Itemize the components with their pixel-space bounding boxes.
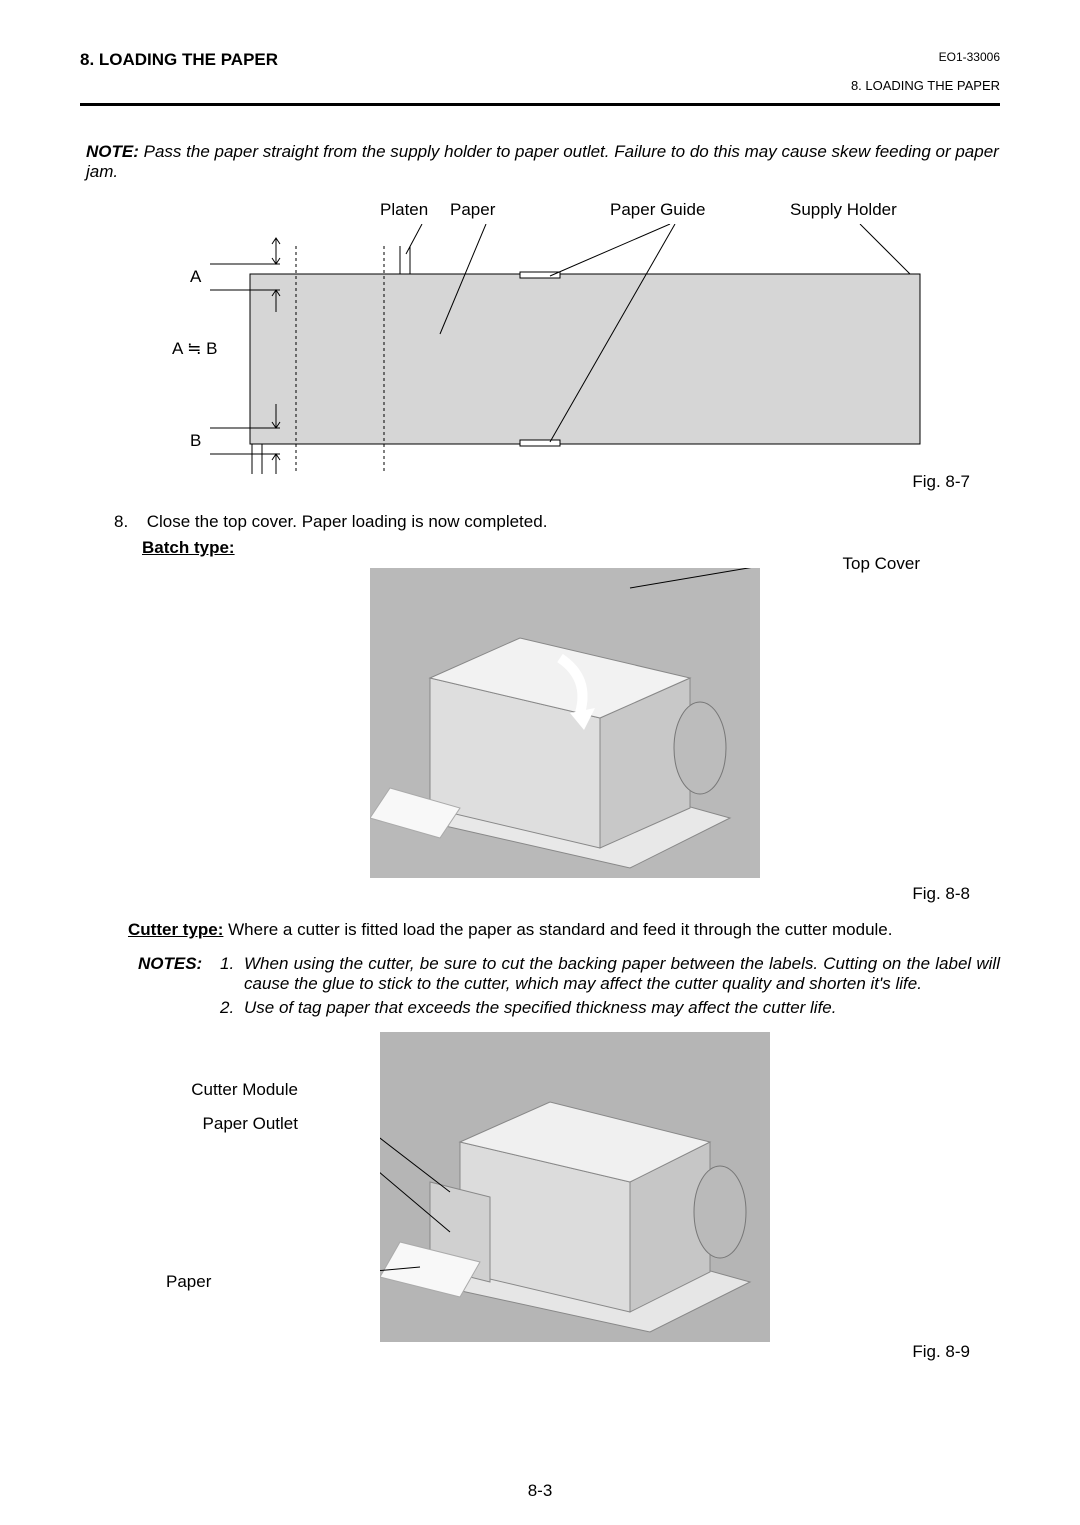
header-rule	[80, 103, 1000, 106]
label-platen: Platen	[380, 200, 428, 220]
note-item-1: When using the cutter, be sure to cut th…	[244, 954, 1000, 994]
fig89-caption: Fig. 8-9	[912, 1342, 970, 1362]
fig88-topcover-label: Top Cover	[843, 554, 920, 574]
header-left: 8. LOADING THE PAPER	[80, 50, 278, 70]
note-item-2: Use of tag paper that exceeds the specif…	[244, 998, 1000, 1018]
cutter-type-label: Cutter type:	[128, 920, 223, 939]
page-header: 8. LOADING THE PAPER EO1-33006 8. LOADIN…	[80, 50, 1000, 93]
fig89: Cutter Module Paper Outlet Paper Fig. 8-…	[80, 1032, 1000, 1362]
fig87-caption: Fig. 8-7	[912, 472, 970, 492]
fig87: A A ≒ B B Fig. 8-7	[80, 224, 1000, 474]
note-item-2-num: 2.	[220, 998, 244, 1018]
step8-num: 8.	[114, 512, 142, 532]
note-block: NOTE: Pass the paper straight from the s…	[80, 142, 1000, 182]
page-number: 8-3	[0, 1481, 1080, 1501]
label-paper-89: Paper	[166, 1272, 211, 1292]
step8-text: Close the top cover. Paper loading is no…	[147, 512, 548, 531]
step-8: 8. Close the top cover. Paper loading is…	[80, 512, 1000, 532]
fig89-printer-svg	[380, 1032, 770, 1342]
fig87-top-labels: Platen Paper Paper Guide Supply Holder	[80, 200, 1000, 224]
label-AeqB: A ≒ B	[172, 339, 217, 358]
label-paper: Paper	[450, 200, 495, 220]
doc-code: EO1-33006	[851, 50, 1000, 64]
label-supply-holder: Supply Holder	[790, 200, 897, 220]
note-label: NOTE:	[86, 142, 139, 161]
doc-section: 8. LOADING THE PAPER	[851, 78, 1000, 93]
label-A: A	[190, 267, 202, 286]
label-paper-guide: Paper Guide	[610, 200, 705, 220]
label-paper-outlet: Paper Outlet	[128, 1114, 298, 1134]
notes-label: NOTES:	[138, 954, 220, 994]
label-cutter-module: Cutter Module	[128, 1080, 298, 1100]
fig88: Top Cover Fig. 8-8	[80, 558, 1000, 898]
fig88-caption: Fig. 8-8	[912, 884, 970, 904]
cutter-type-body: Where a cutter is fitted load the paper …	[228, 920, 892, 939]
fig88-printer-svg	[370, 568, 760, 878]
cutter-type-line: Cutter type: Where a cutter is fitted lo…	[80, 920, 1000, 940]
fig87-svg: A A ≒ B B	[120, 224, 960, 474]
fig89-left-labels: Cutter Module Paper Outlet	[128, 1080, 298, 1148]
note-body: Pass the paper straight from the supply …	[86, 142, 999, 181]
note-item-1-num: 1.	[220, 954, 244, 994]
label-B: B	[190, 431, 201, 450]
header-right: EO1-33006 8. LOADING THE PAPER	[851, 50, 1000, 93]
notes-block: NOTES: 1. When using the cutter, be sure…	[80, 954, 1000, 1018]
